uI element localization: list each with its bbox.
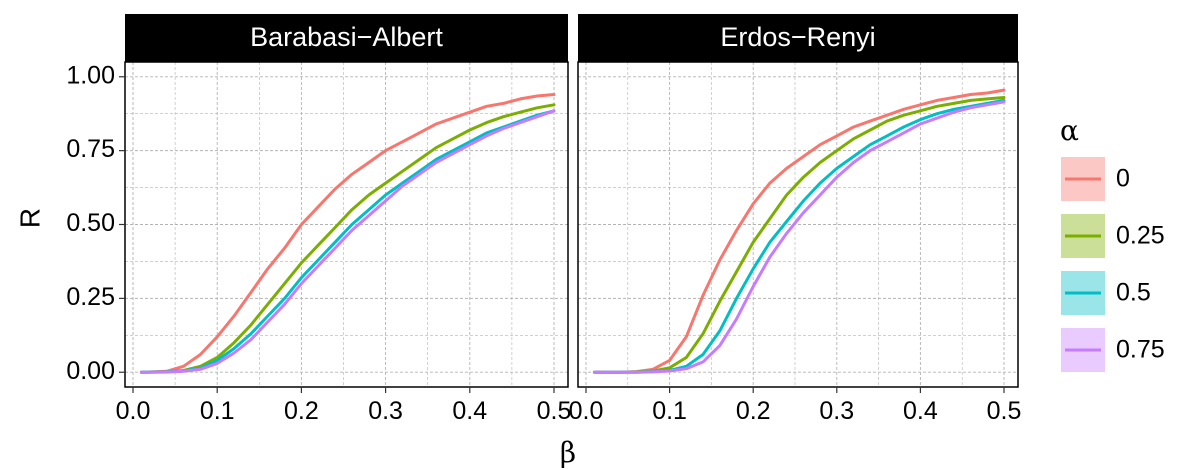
- y-tick-label: 0.25: [66, 283, 115, 311]
- y-tick-label: 0.75: [66, 135, 115, 163]
- legend-label: 0: [1116, 165, 1130, 193]
- x-tick-label: 0.0: [569, 397, 604, 425]
- x-tick-label: 0.3: [819, 397, 854, 425]
- gridlines: [125, 62, 568, 387]
- x-tick-label: 0.2: [736, 397, 771, 425]
- x-tick-label: 0.2: [284, 397, 319, 425]
- panel-title: Erdos−Renyi: [720, 22, 875, 52]
- y-tick-label: 0.00: [66, 357, 115, 385]
- legend-label: 0.25: [1116, 222, 1165, 250]
- x-tick-label: 0.0: [116, 397, 151, 425]
- legend-item-0-25: 0.25: [1061, 214, 1165, 258]
- panel-strip: [578, 14, 1018, 62]
- panel-2: Erdos−Renyi 0.0 0.1 0.2 0.3 0.4 0.5: [569, 14, 1022, 425]
- series-line-0-25: [592, 96, 1006, 374]
- x-tick-label: 0.3: [368, 397, 403, 425]
- series-line-0: [139, 93, 556, 374]
- panels: Barabasi−Albert 0.0 0.1 0.2 0.3 0.4 0.5 0.00 0.2…: [66, 14, 1021, 425]
- series-line-0-75: [592, 100, 1006, 374]
- legend-item-0-75: 0.75: [1061, 328, 1165, 372]
- series-line-0-5: [139, 109, 556, 374]
- legend: α 0 0.25 0.5 0.75: [1060, 114, 1165, 372]
- x-axis-title: β: [560, 436, 576, 469]
- x-tick-label: 0.4: [903, 397, 938, 425]
- gridlines: [578, 62, 1018, 387]
- legend-label: 0.5: [1116, 279, 1151, 307]
- x-tick-label: 0.5: [537, 397, 572, 425]
- panel-1: Barabasi−Albert 0.0 0.1 0.2 0.3 0.4 0.5 0.00 0.2…: [66, 14, 571, 425]
- panel-title: Barabasi−Albert: [250, 22, 443, 52]
- x-tick-label: 0.1: [200, 397, 235, 425]
- legend-item-0-5: 0.5: [1061, 271, 1151, 315]
- series-line-0-75: [139, 109, 556, 374]
- series-line-0: [592, 88, 1006, 374]
- legend-item-0: 0: [1061, 157, 1130, 201]
- x-tick-label: 0.4: [452, 397, 487, 425]
- y-tick-label: 0.50: [66, 209, 115, 237]
- legend-title: α: [1060, 114, 1079, 147]
- x-tick-label: 0.5: [987, 397, 1022, 425]
- x-tick-label: 0.1: [652, 397, 687, 425]
- panel-strip: [125, 14, 568, 62]
- y-tick-label: 1.00: [66, 61, 115, 89]
- legend-label: 0.75: [1116, 336, 1165, 364]
- panel-border: [577, 61, 1019, 388]
- series-line-0-25: [139, 103, 556, 374]
- y-axis-title: R: [14, 208, 45, 228]
